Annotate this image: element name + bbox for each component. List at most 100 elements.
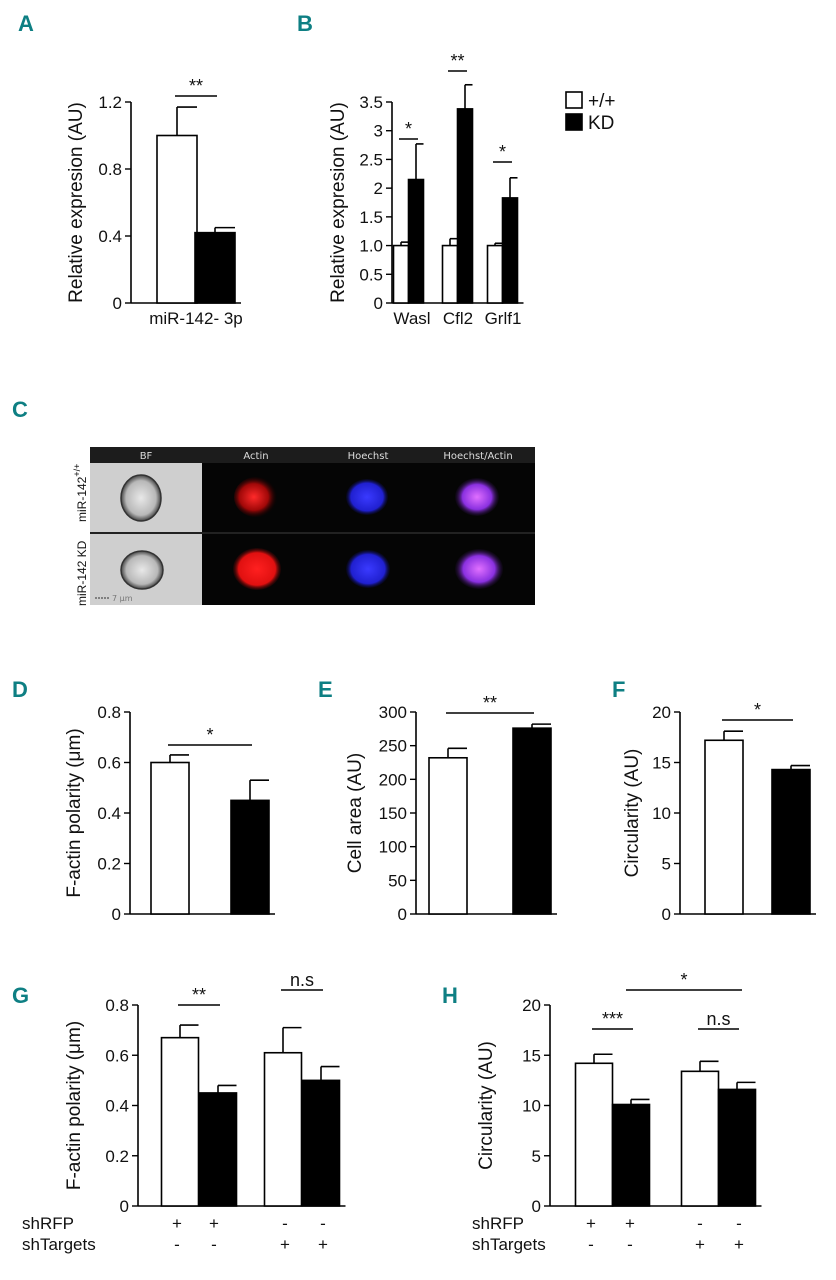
y-tick-label-a: 1.2 <box>98 93 122 112</box>
bar-b-kd <box>456 108 474 304</box>
legend: +/+ KD <box>565 91 615 134</box>
bar-d-kd <box>230 799 270 915</box>
significance-label-b: ** <box>450 51 464 71</box>
bar-h-wt <box>680 1070 720 1207</box>
significance-label-e: ** <box>483 693 497 713</box>
significance-label-d: * <box>206 725 213 745</box>
actin-cell-wt <box>234 477 278 517</box>
bar-b-kd <box>501 197 519 304</box>
treatment-sign: + <box>625 1214 635 1233</box>
column-label-merge: Hoechst/Actin <box>443 451 512 462</box>
y-tick-label-e: 300 <box>379 703 407 722</box>
y-tick-label-f: 0 <box>662 905 671 924</box>
y-tick-label-g: 0 <box>120 1197 129 1216</box>
significance-label-f: * <box>754 700 761 720</box>
y-tick-label-e: 200 <box>379 770 407 789</box>
category-label-b: Cfl2 <box>443 309 473 328</box>
y-tick-label-b: 0 <box>374 294 383 313</box>
bar-h-kd <box>717 1088 757 1207</box>
scale-bar-label: 7 μm <box>112 594 133 603</box>
y-tick-label-f: 20 <box>652 703 671 722</box>
treatment-sign: + <box>280 1235 290 1254</box>
treatment-sign: + <box>695 1235 705 1254</box>
y-tick-label-g: 0.8 <box>105 996 129 1015</box>
bar-f-kd <box>771 768 811 915</box>
actin-cell-kd <box>233 548 281 590</box>
bar-b-wt <box>486 244 504 304</box>
y-tick-label-d: 0.4 <box>97 804 121 823</box>
legend-swatch-wt <box>565 91 583 109</box>
panel-label-c: C <box>12 397 28 422</box>
y-axis-label-h: Circularity (AU) <box>476 1041 497 1170</box>
bar-h-kd <box>611 1103 651 1207</box>
panel-label-a: A <box>18 11 34 36</box>
panel-label-h: H <box>442 983 458 1008</box>
y-tick-label-b: 1.0 <box>359 237 383 256</box>
bar-g-kd <box>301 1079 341 1207</box>
y-tick-label-e: 50 <box>388 871 407 890</box>
significance-label-b: * <box>405 119 412 139</box>
row-label-wt-prefix: miR-142 <box>75 476 89 522</box>
y-tick-label-e: 100 <box>379 838 407 857</box>
bar-b-wt <box>441 244 459 304</box>
significance-label-h: n.s <box>706 1009 730 1029</box>
bf-cell-kd <box>120 550 164 590</box>
treatment-table-h: shRFP shTargets + + - - - - + + <box>472 1214 744 1254</box>
treatment-sign: + <box>734 1235 744 1254</box>
treatment-sign: - <box>736 1214 742 1233</box>
y-tick-label-b: 3.5 <box>359 93 383 112</box>
imaging-header-bar <box>90 447 535 463</box>
column-label-actin: Actin <box>243 451 268 462</box>
treatment-sign: - <box>627 1235 633 1254</box>
y-tick-label-d: 0.8 <box>97 703 121 722</box>
treatment-sign: + <box>172 1214 182 1233</box>
y-tick-label-d: 0 <box>112 905 121 924</box>
treatment-table-g: shRFP shTargets + + - - - - + + <box>22 1214 328 1254</box>
treatment-sign: - <box>174 1235 180 1254</box>
panel-label-d: D <box>12 677 28 702</box>
bar-h-wt <box>574 1062 614 1207</box>
merge-cell-wt <box>455 478 499 516</box>
y-tick-label-h: 15 <box>522 1046 541 1065</box>
treatment-sign: + <box>318 1235 328 1254</box>
y-tick-label-d: 0.2 <box>97 855 121 874</box>
y-tick-label-h: 20 <box>522 996 541 1015</box>
treatment-sign: - <box>211 1235 217 1254</box>
hoechst-cell-wt <box>346 479 388 515</box>
y-axis-label-b: Relative expresion (AU) <box>328 102 349 303</box>
y-tick-label-b: 2 <box>374 179 383 198</box>
y-axis-label-f: Circularity (AU) <box>622 749 643 878</box>
merge-cell-kd <box>455 549 503 589</box>
y-tick-label-g: 0.4 <box>105 1097 129 1116</box>
bar-d-wt <box>150 761 190 915</box>
category-label-b: Wasl <box>393 309 430 328</box>
y-axis-label-e: Cell area (AU) <box>345 753 366 873</box>
panel-label-b: B <box>297 11 313 36</box>
treatment-sign: + <box>586 1214 596 1233</box>
significance-label-h: * <box>680 970 687 990</box>
y-tick-label-h: 0 <box>532 1197 541 1216</box>
y-tick-label-e: 250 <box>379 737 407 756</box>
y-tick-label-b: 1.5 <box>359 208 383 227</box>
treatment-sign: - <box>282 1214 288 1233</box>
imaging-panel: BF Actin Hoechst Hoechst/Actin 7 μm miR-… <box>72 447 535 606</box>
treatment-label-shtargets-h: shTargets <box>472 1235 546 1254</box>
panel-label-e: E <box>318 677 333 702</box>
bar-b-wt <box>392 244 410 304</box>
significance-label-h: *** <box>602 1009 623 1029</box>
category-label-b: Grlf1 <box>485 309 522 328</box>
y-tick-label-g: 0.2 <box>105 1147 129 1166</box>
row-label-kd: miR-142 KD <box>75 540 89 606</box>
treatment-label-shtargets-g: shTargets <box>22 1235 96 1254</box>
y-tick-label-a: 0.8 <box>98 160 122 179</box>
panel-label-g: G <box>12 983 29 1008</box>
bar-g-wt <box>263 1051 303 1207</box>
bf-cell-wt <box>120 474 162 522</box>
bar-f-wt <box>704 739 744 915</box>
row-label-wt: miR-142+/+ <box>72 464 89 522</box>
y-axis-label-d: F-actin polarity (μm) <box>64 728 85 897</box>
significance-label-b: * <box>499 142 506 162</box>
y-axis-label-a: Relative expresion (AU) <box>66 102 87 303</box>
y-tick-label-b: 3 <box>374 122 383 141</box>
